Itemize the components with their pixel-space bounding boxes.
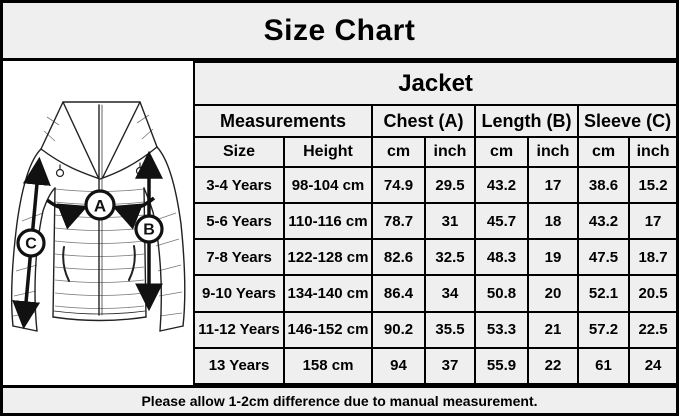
table-cell: 37	[424, 346, 476, 386]
table-cell: 24	[627, 346, 679, 386]
table-cell: 43.2	[474, 165, 529, 205]
table-cell: 18.7	[627, 238, 679, 277]
table-cell: 38.6	[577, 165, 630, 205]
table-cell: 34	[424, 274, 476, 313]
footer-note: Please allow 1-2cm difference due to man…	[3, 385, 676, 413]
col-header-sleeve-inch: inch	[627, 136, 679, 168]
table-cell: 86.4	[371, 274, 426, 313]
col-group-sleeve: Sleeve (C)	[576, 104, 679, 138]
table-cell: 57.2	[577, 310, 630, 349]
size-table-container: Jacket Measurements Chest (A) Length (B)…	[192, 61, 679, 386]
table-cell: 74.9	[371, 165, 426, 205]
sleeve-badge-circle	[16, 228, 46, 258]
table-cell: 19	[527, 238, 579, 277]
length-label: B	[143, 222, 155, 239]
col-header-size: Size	[193, 136, 285, 168]
table-title: Jacket	[192, 61, 679, 106]
table-cell: 32.5	[424, 238, 476, 277]
col-header-height: Height	[283, 136, 373, 168]
table-cell: 61	[577, 346, 630, 386]
table-cell: 17	[527, 165, 579, 205]
table-cell: 35.5	[424, 310, 476, 349]
table-cell: 82.6	[371, 238, 426, 277]
table-cell: 98-104 cm	[283, 165, 373, 205]
jacket-diagram: A B C	[3, 61, 193, 385]
table-cell: 90.2	[371, 310, 426, 349]
table-cell: 5-6 Years	[193, 202, 285, 241]
table-cell: 15.2	[627, 165, 679, 205]
col-header-length-cm: cm	[474, 136, 529, 168]
footer-note-text: Please allow 1-2cm difference due to man…	[141, 392, 538, 409]
table-cell: 20.5	[627, 274, 679, 313]
page-title-text: Size Chart	[263, 13, 416, 47]
col-group-length: Length (B)	[474, 104, 579, 138]
table-cell: 146-152 cm	[283, 310, 373, 349]
size-table: Jacket Measurements Chest (A) Length (B)…	[192, 61, 679, 386]
table-cell: 3-4 Years	[193, 165, 285, 205]
col-header-sleeve-cm: cm	[577, 136, 630, 168]
table-cell: 158 cm	[283, 346, 373, 386]
jacket-illustration: A B C	[10, 101, 186, 332]
table-cell: 122-128 cm	[283, 238, 373, 277]
table-row: 5-6 Years 110-116 cm 78.7 31 45.7 18 43.…	[193, 202, 679, 241]
table-cell: 50.8	[474, 274, 529, 313]
table-cell: 22.5	[627, 310, 679, 349]
table-cell: 53.3	[474, 310, 529, 349]
table-row: 13 Years 158 cm 94 37 55.9 22 61 24	[193, 346, 679, 386]
table-cell: 11-12 Years	[193, 310, 285, 349]
table-row: 7-8 Years 122-128 cm 82.6 32.5 48.3 19 4…	[193, 238, 679, 277]
chest-badge-circle	[84, 189, 116, 221]
length-badge-circle	[134, 214, 164, 244]
main-area: A B C Jacket Measu	[3, 61, 679, 386]
table-cell: 48.3	[474, 238, 529, 277]
sleeve-label: C	[25, 236, 37, 253]
table-row: 3-4 Years 98-104 cm 74.9 29.5 43.2 17 38…	[193, 165, 679, 205]
table-cell: 78.7	[371, 202, 426, 241]
table-cell: 94	[371, 346, 426, 386]
table-cell: 43.2	[577, 202, 630, 241]
col-group-chest: Chest (A)	[371, 104, 476, 138]
table-cell: 31	[424, 202, 476, 241]
table-cell: 7-8 Years	[193, 238, 285, 277]
table-row: 9-10 Years 134-140 cm 86.4 34 50.8 20 52…	[193, 274, 679, 313]
col-header-chest-inch: inch	[424, 136, 476, 168]
col-header-length-inch: inch	[527, 136, 579, 168]
table-row: 11-12 Years 146-152 cm 90.2 35.5 53.3 21…	[193, 310, 679, 349]
table-cell: 29.5	[424, 165, 476, 205]
page-title: Size Chart	[3, 3, 676, 61]
table-cell: 52.1	[577, 274, 630, 313]
table-cell: 21	[527, 310, 579, 349]
table-cell: 47.5	[577, 238, 630, 277]
table-cell: 134-140 cm	[283, 274, 373, 313]
table-cell: 13 Years	[193, 346, 285, 386]
table-cell: 20	[527, 274, 579, 313]
chest-arrow-left	[45, 198, 88, 230]
table-cell: 110-116 cm	[283, 202, 373, 241]
table-cell: 22	[527, 346, 579, 386]
table-cell: 18	[527, 202, 579, 241]
measurement-badges: A B C	[16, 189, 164, 258]
table-cell: 17	[627, 202, 679, 241]
table-cell: 9-10 Years	[193, 274, 285, 313]
chest-label: A	[94, 197, 106, 216]
col-header-chest-cm: cm	[371, 136, 426, 168]
col-group-measurements: Measurements	[193, 104, 373, 138]
table-cell: 45.7	[474, 202, 529, 241]
table-cell: 55.9	[474, 346, 529, 386]
chest-arrow-right	[112, 196, 156, 230]
